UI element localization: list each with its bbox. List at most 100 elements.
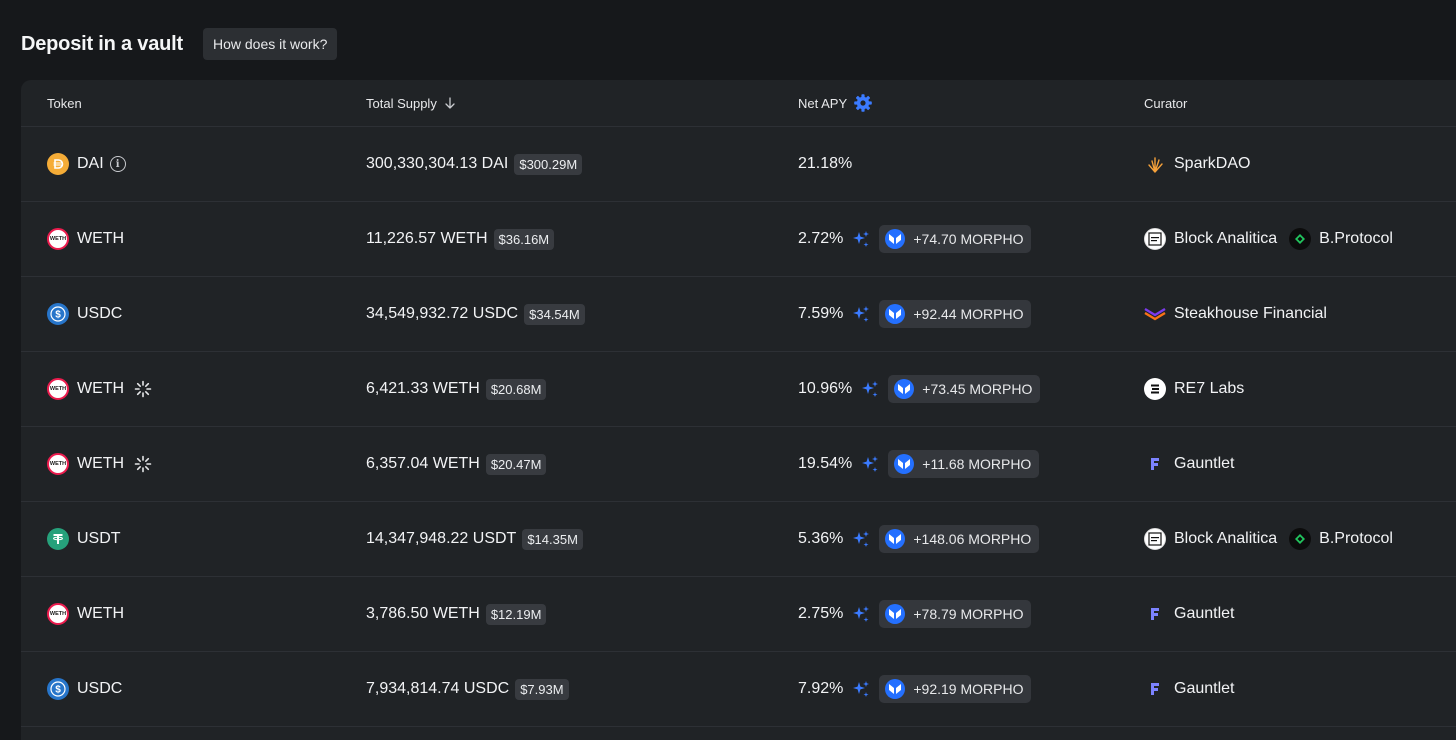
reward-amount: +11.68 MORPHO (922, 456, 1032, 472)
column-header-curator-label: Curator (1144, 95, 1188, 111)
token-symbol: WETH (77, 455, 125, 472)
column-header-net-apy[interactable]: Net APY (798, 80, 873, 126)
apy-cell: 21.18% (798, 127, 852, 201)
curator-cell: Gauntlet (1144, 427, 1234, 501)
left-edge (0, 0, 21, 732)
usd-value-badge: $300.29M (514, 153, 583, 175)
curator-name: Block Analitica (1174, 230, 1278, 247)
token-cell: $ USDC (47, 277, 122, 351)
curator-item[interactable]: RE7 Labs (1144, 378, 1244, 400)
curator-item[interactable]: Gauntlet (1144, 678, 1234, 700)
column-header-total-supply[interactable]: Total Supply (366, 80, 457, 126)
token-cell: WETH WETH (47, 352, 152, 426)
token-cell: WETH WETH (47, 577, 124, 651)
token-cell: USDT (47, 502, 121, 576)
supply-cell: 11,226.57 WETH $36.16M (366, 202, 555, 276)
rewards-stars-icon (853, 606, 870, 622)
table-row[interactable]: WETH WETH 11,226.57 WETH $36.16M 2.72% +74.70… (21, 202, 1456, 277)
usdc-icon: $ (47, 303, 69, 325)
token-symbol: USDC (77, 680, 123, 697)
usd-value-badge: $34.54M (524, 303, 585, 325)
table-row[interactable]: USDT 14,347,948.22 USDT $14.35M 5.36% +148.0… (21, 502, 1456, 577)
usd-value-badge: $20.47M (485, 453, 547, 475)
token-cell: DAI i (47, 127, 126, 201)
supply-cell: 3,786.50 WETH $12.19M (366, 577, 547, 651)
rewards-stars-icon (853, 681, 870, 697)
curator-item[interactable]: Block Analitica (1144, 528, 1277, 550)
gear-icon[interactable] (853, 93, 873, 113)
usdc-icon: $ (47, 678, 69, 700)
morpho-reward-badge[interactable]: +92.19 MORPHO (879, 675, 1032, 703)
token-symbol: USDC (77, 305, 123, 322)
info-icon[interactable]: i (109, 156, 126, 172)
rewards-stars-icon (853, 531, 870, 547)
table-row[interactable]: WETH WETH 6,421.33 WETH $20.68M 10.96% +73.45… (21, 352, 1456, 427)
morpho-icon (885, 604, 906, 624)
supply-cell: 6,357.04 WETH $20.47M (366, 427, 547, 501)
morpho-reward-badge[interactable]: +78.79 MORPHO (879, 600, 1032, 628)
column-header-curator[interactable]: Curator (1144, 80, 1187, 126)
usdt-icon (47, 528, 69, 550)
table-body: DAI i 300,330,304.13 DAI $300.29M 21.18% Spar… (21, 127, 1456, 727)
rewards-stars-icon (853, 306, 870, 322)
apy-value: 10.96% (798, 380, 853, 397)
table-row[interactable]: $ USDC 7,934,814.74 USDC $7.93M 7.92% +92.19 … (21, 652, 1456, 727)
apy-value: 5.36% (798, 530, 844, 547)
usd-value-badge: $14.35M (522, 528, 583, 550)
table-row[interactable]: WETH WETH 3,786.50 WETH $12.19M 2.75% +78.79 … (21, 577, 1456, 652)
svg-text:$: $ (55, 310, 61, 321)
usd-value-badge: $20.68M (485, 378, 547, 400)
table-row[interactable]: WETH WETH 6,357.04 WETH $20.47M 19.54% +11.68… (21, 427, 1456, 502)
sort-arrow-down-icon (445, 97, 455, 109)
reward-amount: +78.79 MORPHO (913, 606, 1024, 622)
token-cell: $ USDC (47, 652, 122, 726)
curator-cell: Steakhouse Financial (1144, 277, 1327, 351)
supply-amount: 6,421.33 WETH (366, 380, 480, 397)
rewards-stars-icon (862, 456, 879, 472)
vaults-table: Token Total Supply Net APY (21, 80, 1456, 740)
curator-name: B.Protocol (1319, 530, 1393, 547)
morpho-reward-badge[interactable]: +73.45 MORPHO (888, 375, 1041, 403)
curator-item[interactable]: SparkDAO (1144, 153, 1250, 175)
token-symbol: DAI (77, 155, 104, 172)
curator-item[interactable]: B.Protocol (1289, 528, 1393, 550)
curator-item[interactable]: Gauntlet (1144, 603, 1234, 625)
morpho-icon (894, 454, 915, 474)
morpho-reward-badge[interactable]: +92.44 MORPHO (879, 300, 1032, 328)
curator-item[interactable]: Steakhouse Financial (1144, 303, 1327, 325)
apy-value: 7.59% (798, 305, 844, 322)
supply-amount: 3,786.50 WETH (366, 605, 480, 622)
token-symbol: WETH (77, 380, 125, 397)
weth-icon: WETH (47, 603, 69, 625)
page-header: Deposit in a vault How does it work? (21, 28, 338, 60)
rewards-stars-icon (862, 381, 879, 397)
apy-cell: 7.59% +92.44 MORPHO (798, 277, 1032, 351)
weth-icon: WETH (47, 453, 69, 475)
how-does-it-work-button[interactable]: How does it work? (203, 28, 338, 60)
curator-cell: Gauntlet (1144, 652, 1234, 726)
token-cell: WETH WETH (47, 202, 124, 276)
apy-value: 2.72% (798, 230, 844, 247)
reward-amount: +74.70 MORPHO (913, 231, 1024, 247)
apy-value: 2.75% (798, 605, 844, 622)
curator-item[interactable]: Block Analitica (1144, 228, 1277, 250)
morpho-reward-badge[interactable]: +74.70 MORPHO (879, 225, 1032, 253)
curator-item[interactable]: Gauntlet (1144, 453, 1234, 475)
token-symbol: USDT (77, 530, 121, 547)
curator-name: RE7 Labs (1174, 380, 1245, 397)
curator-item[interactable]: B.Protocol (1289, 228, 1393, 250)
apy-value: 7.92% (798, 680, 844, 697)
curator-name: Gauntlet (1174, 680, 1235, 697)
morpho-icon (885, 229, 906, 249)
table-header: Token Total Supply Net APY (21, 80, 1456, 127)
apy-cell: 2.72% +74.70 MORPHO (798, 202, 1032, 276)
block-analitica-icon (1144, 228, 1166, 250)
column-header-token[interactable]: Token (47, 80, 82, 126)
morpho-reward-badge[interactable]: +148.06 MORPHO (879, 525, 1040, 553)
table-row[interactable]: DAI i 300,330,304.13 DAI $300.29M 21.18% Spar… (21, 127, 1456, 202)
morpho-icon (885, 529, 906, 549)
table-row[interactable]: $ USDC 34,549,932.72 USDC $34.54M 7.59% +92.4… (21, 277, 1456, 352)
weth-icon: WETH (47, 228, 69, 250)
morpho-reward-badge[interactable]: +11.68 MORPHO (888, 450, 1040, 478)
curator-name: B.Protocol (1319, 230, 1393, 247)
